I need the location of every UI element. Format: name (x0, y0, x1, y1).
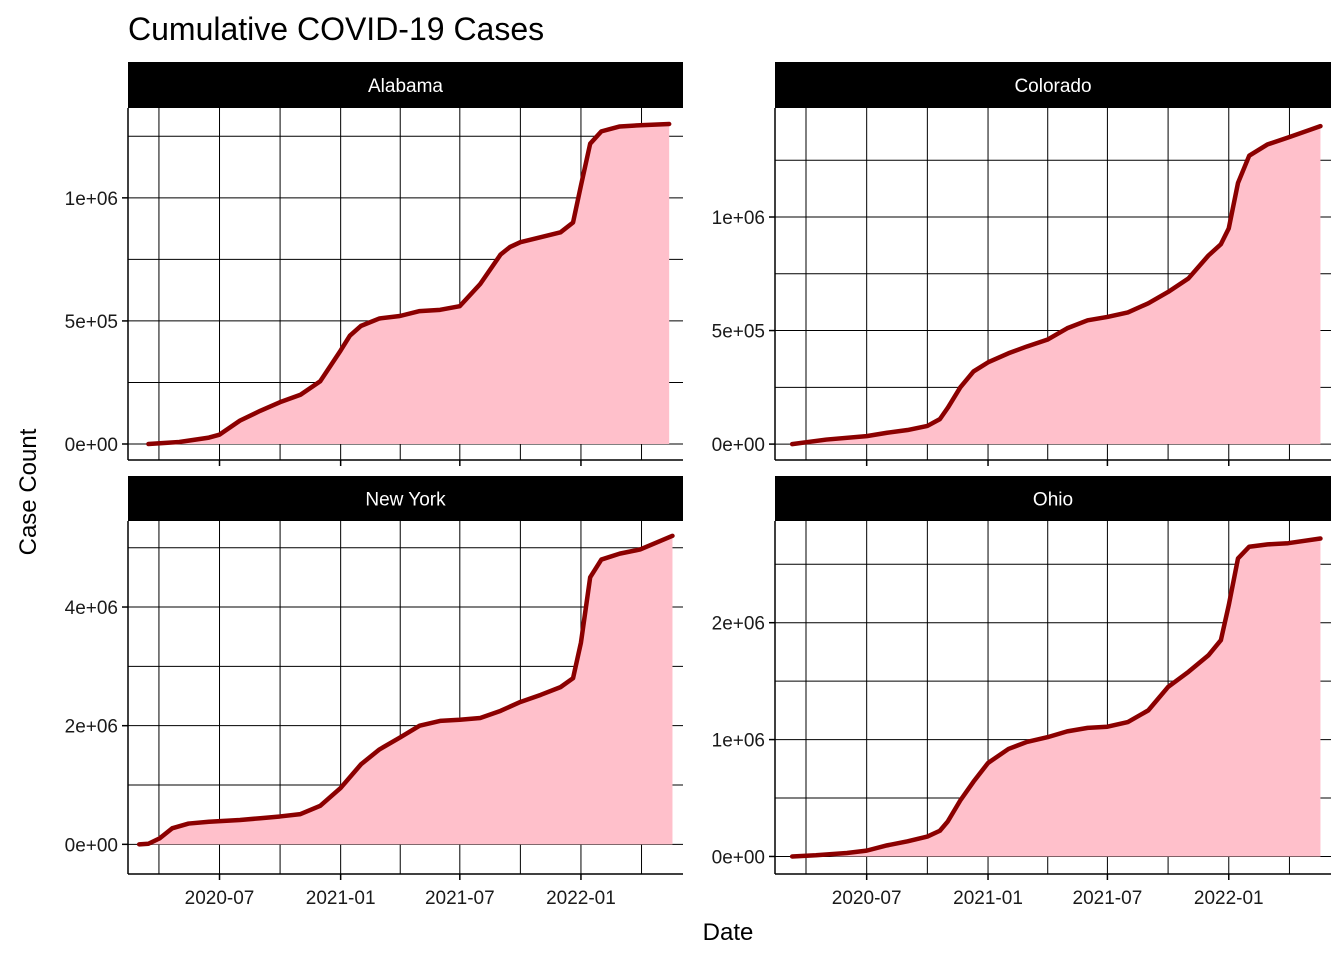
y-tick-label: 1e+06 (712, 208, 765, 229)
strip-label-alabama: Alabama (368, 76, 443, 97)
facet-panels: Alabama 0e+00 5e+05 1e+06 Colorado 0e+00 5e+05… (65, 62, 1331, 909)
strip-new-york (128, 476, 683, 521)
line-alabama (146, 121, 672, 447)
y-tick-label: 0e+00 (65, 835, 118, 856)
y-tick-label: 2e+06 (65, 717, 118, 738)
x-tick-label: 2020-07 (832, 888, 902, 909)
y-axis-title: Case Count (15, 428, 42, 555)
y-tick-label: 1e+06 (712, 731, 765, 752)
y-tick-label: 5e+05 (65, 312, 118, 333)
panel-ohio: Ohio 0e+00 1e+06 2e+06 2020-07 2021-01 2021-07… (712, 476, 1331, 909)
panel-new-york: New York 0e+00 2e+06 4e+06 2020-07 2021-01 202… (65, 476, 683, 909)
area-colorado (792, 126, 1321, 445)
y-tick-label: 0e+00 (712, 435, 765, 456)
chart-title: Cumulative COVID-19 Cases (128, 11, 544, 47)
panel-alabama: Alabama 0e+00 5e+05 1e+06 (65, 62, 683, 466)
x-tick-label: 2021-01 (306, 888, 376, 909)
line-colorado (789, 123, 1323, 447)
y-tick-label: 1e+06 (65, 189, 118, 210)
line-new-york (136, 533, 675, 847)
x-tick-label: 2022-01 (546, 888, 616, 909)
strip-label-new-york: New York (365, 490, 446, 511)
strip-colorado (775, 62, 1331, 108)
area-alabama (148, 124, 670, 444)
x-tick-label: 2021-07 (1073, 888, 1143, 909)
x-tick-label: 2022-01 (1194, 888, 1264, 909)
y-tick-label: 4e+06 (65, 598, 118, 619)
x-tick-label: 2021-07 (425, 888, 495, 909)
strip-label-ohio: Ohio (1033, 490, 1073, 511)
x-tick-label: 2020-07 (185, 888, 255, 909)
y-tick-label: 2e+06 (712, 614, 765, 635)
area-ohio (792, 538, 1321, 857)
x-tick-label: 2021-01 (953, 888, 1023, 909)
y-tick-label: 0e+00 (65, 435, 118, 456)
line-ohio (789, 536, 1323, 859)
y-tick-label: 0e+00 (712, 847, 765, 868)
panel-colorado: Colorado 0e+00 5e+05 1e+06 (712, 62, 1331, 466)
y-tick-label: 5e+05 (712, 322, 765, 343)
strip-alabama (128, 62, 683, 108)
strip-ohio (775, 476, 1331, 521)
x-axis-title: Date (703, 919, 754, 946)
area-new-york (139, 535, 673, 845)
strip-label-colorado: Colorado (1014, 76, 1091, 97)
